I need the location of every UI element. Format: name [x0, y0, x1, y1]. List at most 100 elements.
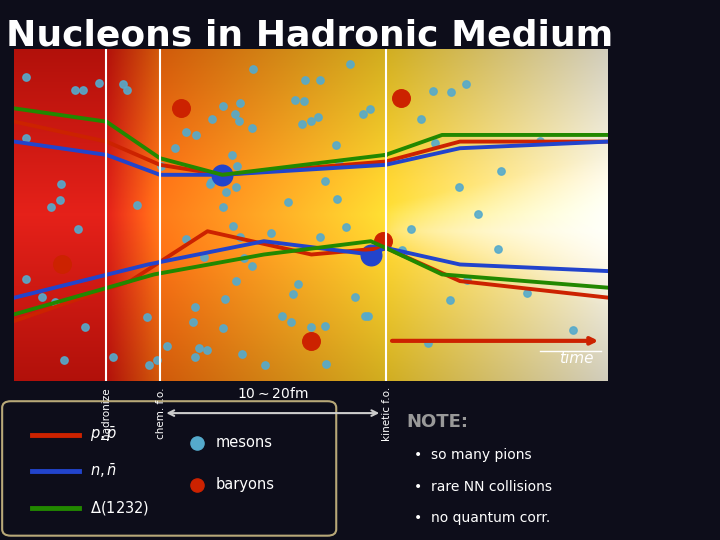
Text: mesons: mesons: [215, 435, 272, 450]
Point: [21, 275, 32, 284]
Point: [344, 60, 356, 69]
Point: [79, 322, 91, 331]
Point: [395, 94, 406, 103]
Point: [285, 318, 297, 327]
Point: [161, 342, 173, 350]
Point: [155, 161, 166, 170]
Point: [298, 97, 310, 105]
Point: [364, 105, 376, 113]
Point: [234, 98, 246, 107]
Text: chem. f.o.: chem. f.o.: [156, 387, 166, 438]
Point: [315, 76, 326, 84]
Point: [305, 116, 317, 125]
Point: [181, 235, 192, 244]
FancyBboxPatch shape: [2, 401, 336, 536]
Point: [20, 73, 32, 82]
Text: •  so many pions: • so many pions: [414, 448, 531, 462]
Point: [217, 324, 228, 333]
Point: [142, 313, 153, 321]
Point: [296, 119, 307, 128]
Point: [204, 180, 216, 188]
Point: [314, 233, 325, 241]
Point: [287, 289, 299, 298]
Text: time: time: [559, 350, 594, 366]
Point: [169, 143, 181, 152]
Point: [143, 361, 155, 369]
Point: [199, 253, 210, 261]
Point: [220, 187, 232, 196]
Point: [289, 95, 301, 104]
Point: [341, 223, 352, 232]
Point: [492, 245, 504, 253]
Point: [206, 178, 217, 186]
Point: [181, 127, 192, 136]
Point: [445, 88, 456, 97]
Point: [55, 180, 66, 188]
Text: •  rare NN collisions: • rare NN collisions: [414, 480, 552, 494]
Point: [320, 360, 332, 368]
Point: [73, 225, 84, 234]
Point: [230, 110, 241, 119]
Point: [45, 203, 57, 212]
Text: Nucleons in Hadronic Medium: Nucleons in Hadronic Medium: [6, 19, 613, 53]
Point: [299, 76, 310, 84]
Point: [397, 248, 409, 257]
Point: [460, 80, 472, 89]
Point: [429, 139, 441, 147]
Point: [305, 322, 316, 331]
Point: [233, 116, 244, 125]
Point: [121, 85, 132, 94]
Point: [397, 246, 408, 254]
Point: [359, 312, 371, 320]
Point: [230, 277, 242, 286]
Point: [230, 183, 241, 191]
Point: [362, 312, 374, 320]
Point: [187, 318, 199, 326]
Point: [472, 210, 484, 219]
Point: [358, 109, 369, 118]
Point: [189, 352, 201, 361]
Point: [217, 203, 229, 212]
Point: [69, 85, 81, 94]
Point: [50, 298, 61, 307]
Point: [20, 134, 32, 143]
Point: [265, 228, 276, 237]
Point: [567, 325, 579, 334]
Point: [246, 124, 258, 133]
Point: [305, 336, 317, 345]
Text: kinetic f.o.: kinetic f.o.: [382, 387, 392, 441]
Text: baryons: baryons: [215, 477, 274, 492]
Text: $n, \bar{n}$: $n, \bar{n}$: [90, 462, 117, 481]
Text: $10 \sim 20\mathrm{fm}$: $10 \sim 20\mathrm{fm}$: [237, 386, 309, 401]
Point: [226, 150, 238, 159]
Point: [521, 288, 533, 297]
Point: [228, 221, 239, 230]
Point: [217, 102, 229, 110]
Point: [377, 237, 389, 246]
Point: [175, 104, 186, 113]
Point: [201, 346, 212, 355]
Point: [93, 79, 104, 87]
Point: [405, 225, 417, 233]
Point: [191, 481, 202, 489]
Point: [282, 198, 294, 206]
Point: [427, 87, 438, 96]
Point: [365, 250, 377, 259]
Point: [462, 276, 473, 285]
Text: $p, \bar{p}$: $p, \bar{p}$: [90, 425, 117, 444]
Point: [191, 131, 202, 139]
Point: [191, 438, 202, 447]
Point: [276, 311, 288, 320]
Point: [246, 262, 258, 271]
Point: [349, 293, 361, 301]
Text: NOTE:: NOTE:: [407, 413, 469, 431]
Point: [453, 183, 464, 191]
Point: [333, 160, 345, 168]
Point: [77, 85, 89, 94]
Point: [117, 80, 129, 89]
Point: [220, 295, 231, 303]
Point: [320, 322, 331, 330]
Point: [312, 112, 323, 121]
Point: [320, 177, 331, 185]
Point: [56, 260, 68, 269]
